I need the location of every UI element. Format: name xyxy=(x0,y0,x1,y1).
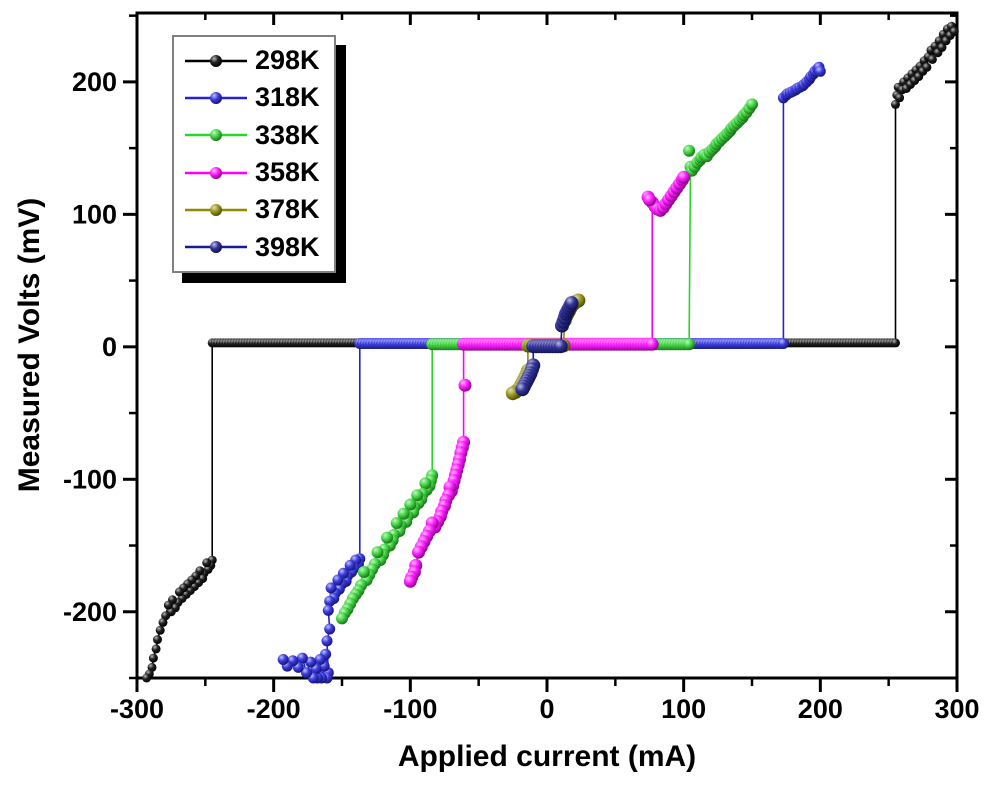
legend-marker-icon xyxy=(185,241,247,254)
data-point xyxy=(155,625,165,635)
data-point xyxy=(419,477,432,490)
svg-text:0: 0 xyxy=(539,694,554,724)
y-axis-title: Measured Volts (mV) xyxy=(13,197,46,493)
legend-entry: 338K xyxy=(184,119,332,150)
data-point xyxy=(174,587,184,597)
svg-text:-100: -100 xyxy=(63,464,117,494)
legend-label: 338K xyxy=(255,119,320,150)
data-point xyxy=(645,337,659,351)
series-398K xyxy=(515,296,579,397)
data-point xyxy=(332,574,344,586)
data-point xyxy=(553,339,568,354)
data-point xyxy=(277,654,289,665)
svg-text:100: 100 xyxy=(661,694,706,724)
data-point xyxy=(922,62,932,72)
data-point xyxy=(202,558,212,568)
svg-text:200: 200 xyxy=(798,694,843,724)
svg-text:-200: -200 xyxy=(63,597,117,627)
legend-marker-icon xyxy=(185,91,247,104)
svg-text:-100: -100 xyxy=(383,694,437,724)
data-point xyxy=(411,489,424,502)
axis-ticks xyxy=(123,13,959,692)
data-point xyxy=(683,144,696,157)
data-point xyxy=(814,65,826,77)
data-point xyxy=(643,193,656,207)
data-point xyxy=(153,635,162,645)
data-point xyxy=(371,546,384,559)
legend-marker-icon xyxy=(185,54,247,67)
legend-label: 378K xyxy=(255,194,320,225)
data-point xyxy=(927,54,937,64)
legend-entry: 318K xyxy=(184,84,332,111)
legend-label: 358K xyxy=(255,157,320,188)
legend-entry: 358K xyxy=(184,159,332,186)
data-point xyxy=(891,99,900,109)
data-point xyxy=(324,623,336,635)
data-point xyxy=(895,93,905,103)
data-point xyxy=(746,98,758,111)
svg-text:0: 0 xyxy=(102,332,117,362)
legend-entry: 298K xyxy=(184,47,332,74)
legend-marker-icon xyxy=(185,129,247,142)
data-point xyxy=(412,545,425,559)
data-point xyxy=(458,378,472,392)
data-point xyxy=(314,654,326,665)
data-point xyxy=(357,566,370,578)
svg-text:-300: -300 xyxy=(110,694,164,724)
data-point xyxy=(390,517,403,529)
legend-entry: 398K xyxy=(184,231,332,262)
data-point xyxy=(404,498,417,511)
data-point xyxy=(515,382,530,397)
data-point xyxy=(403,574,417,588)
svg-text:100: 100 xyxy=(72,199,117,229)
data-point xyxy=(322,604,334,616)
legend-marker-icon xyxy=(185,166,247,179)
data-point xyxy=(321,635,333,647)
svg-text:300: 300 xyxy=(934,694,979,724)
data-point xyxy=(305,656,317,668)
tick-labels: -300 -200 -100 0 100 200 300 -200 -100 0 100 200 xyxy=(63,67,980,724)
legend-marker-icon xyxy=(185,203,247,216)
data-point xyxy=(324,595,336,607)
data-point xyxy=(891,338,900,348)
chart-legend: 298K 318K 338K 358K 378K 398K xyxy=(172,35,336,273)
data-point xyxy=(325,582,337,594)
x-axis-title: Applied current (mA) xyxy=(397,740,697,773)
data-point xyxy=(148,653,158,663)
data-point xyxy=(158,617,168,627)
svg-text:200: 200 xyxy=(72,67,117,97)
data-point xyxy=(397,507,410,520)
data-point xyxy=(381,531,394,544)
svg-text:-200: -200 xyxy=(247,694,301,724)
data-point xyxy=(677,170,691,184)
data-point xyxy=(151,644,161,654)
data-point xyxy=(296,652,308,664)
data-point xyxy=(683,338,696,351)
data-point xyxy=(336,612,348,625)
data-point xyxy=(301,667,312,679)
legend-entry: 378K xyxy=(184,196,332,223)
data-point xyxy=(777,338,789,349)
data-point xyxy=(163,600,173,610)
data-point xyxy=(344,559,356,571)
legend-label: 318K xyxy=(255,82,320,113)
series-358K xyxy=(403,170,691,588)
data-point xyxy=(949,27,959,36)
data-point xyxy=(142,673,152,683)
data-point xyxy=(937,42,947,52)
legend-label: 298K xyxy=(255,45,320,76)
data-point xyxy=(564,296,579,311)
legend-label: 398K xyxy=(255,231,320,262)
